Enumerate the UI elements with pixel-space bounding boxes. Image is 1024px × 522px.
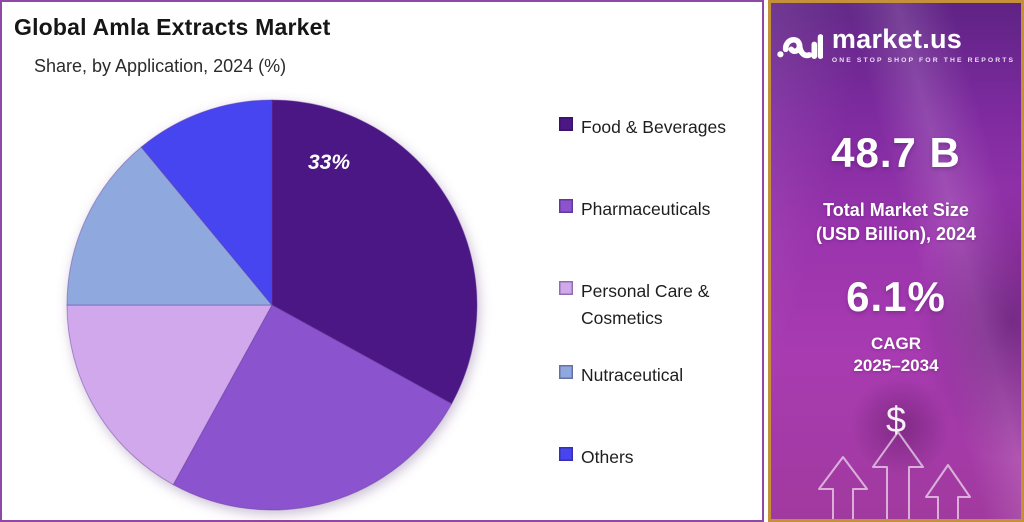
pie-slice-personal-care-cosmetics [66, 304, 273, 486]
pie-slice-nutraceutical [66, 146, 274, 306]
total-market-size-label-line2: (USD Billion), 2024 [815, 223, 977, 244]
dollar-icon: $ [885, 399, 907, 440]
cagr-label: CAGR 2025–2034 [771, 333, 1021, 378]
legend-item-nutraceutical: Nutraceutical [559, 362, 759, 389]
legend-swatch [559, 281, 573, 296]
cagr-label-line2: 2025–2034 [853, 356, 939, 376]
total-market-size-label: Total Market Size (USD Billion), 2024 [771, 199, 1021, 247]
brand-logo-row: market.us ONE STOP SHOP FOR THE REPORTS [771, 23, 1021, 67]
chart-legend: Food & Beverages Pharmaceuticals Personal … [559, 114, 759, 471]
legend-label: Food & Beverages [581, 117, 726, 137]
cagr-label-line1: CAGR [870, 334, 922, 353]
pie-slice-food-beverages [271, 99, 478, 405]
legend-label: Pharmaceuticals [581, 199, 711, 220]
legend-swatch [559, 199, 573, 214]
total-market-size-label-line1: Total Market Size [823, 200, 969, 220]
legend-label: Others [581, 446, 634, 467]
legend-item-food-beverages: Food & Beverages [559, 114, 759, 141]
legend-item-pharmaceuticals: Pharmaceuticals [559, 196, 759, 223]
pie-chart: 33% [66, 99, 478, 511]
pie-slice-others [140, 99, 273, 307]
cagr-value: 6.1% [846, 273, 946, 320]
legend-label: Personal Care & Cosmetics [581, 281, 710, 329]
legend-swatch [559, 117, 573, 131]
brand-name: market.us [831, 24, 963, 54]
chart-subtitle: Share, by Application, 2024 (%) [34, 56, 287, 76]
brand-text: market.us ONE STOP SHOP FOR THE REPORTS [831, 24, 1016, 65]
page-title: Global Amla Extracts Market [14, 14, 331, 40]
legend-swatch [559, 364, 573, 379]
legend-label: Nutraceutical [581, 364, 684, 385]
total-market-size-value: 48.7 B [831, 129, 961, 176]
chart-panel: Global Amla Extracts Market Share, by Ap… [0, 0, 764, 522]
legend-item-personal-care-cosmetics: Personal Care & Cosmetics [559, 278, 759, 332]
brand-tagline: ONE STOP SHOP FOR THE REPORTS [831, 57, 1016, 64]
pie-slice-pharmaceuticals [172, 304, 453, 511]
growth-arrows-icon [818, 431, 971, 519]
legend-item-others: Others [559, 444, 759, 471]
pie-slice-label: 33% [308, 151, 350, 174]
market-us-logo-icon [777, 34, 823, 59]
legend-swatch [559, 446, 573, 461]
brand-sidebar: market.us ONE STOP SHOP FOR THE REPORTS … [768, 0, 1024, 522]
